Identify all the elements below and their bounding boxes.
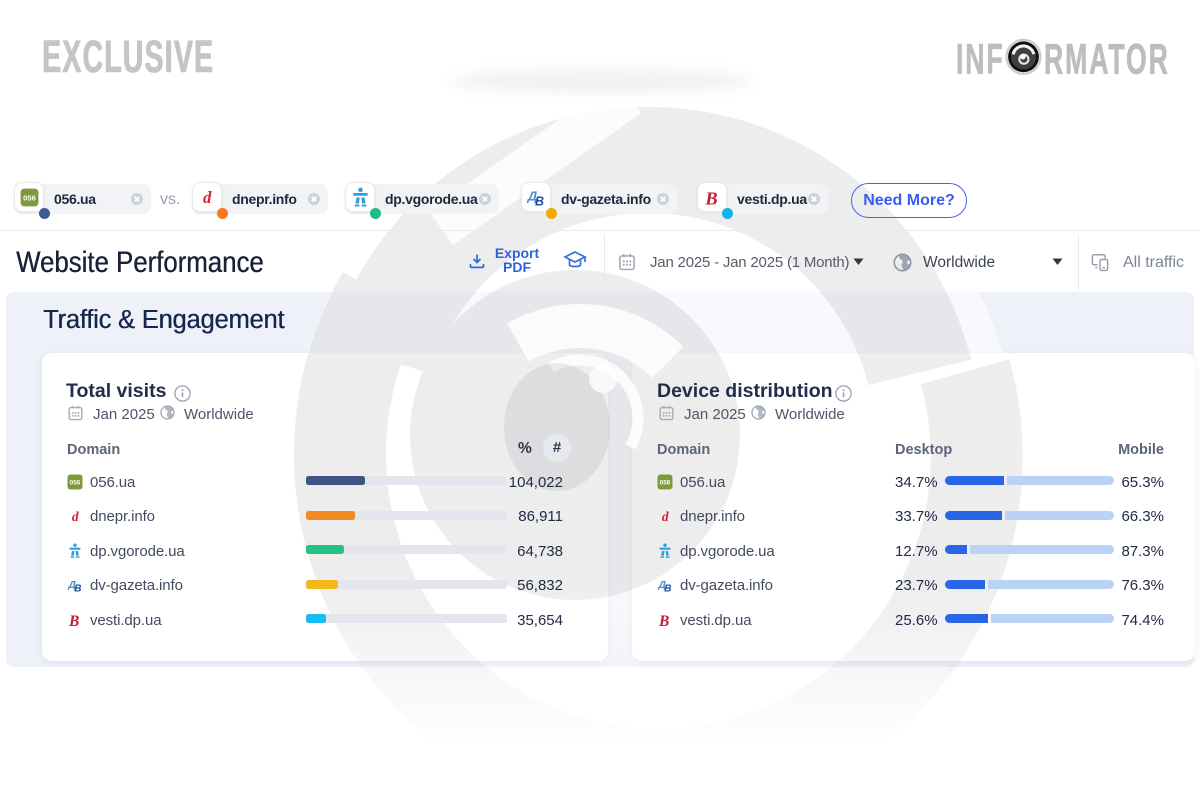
- svg-text:056: 056: [660, 480, 671, 487]
- svg-text:B: B: [658, 613, 669, 628]
- svg-text:INF: INF: [956, 36, 1005, 80]
- svg-text:B: B: [704, 188, 717, 207]
- svg-text:056: 056: [23, 193, 36, 202]
- svg-text:d: d: [72, 509, 79, 524]
- svg-text:RMATOR: RMATOR: [1044, 36, 1170, 80]
- svg-text:B: B: [74, 584, 81, 593]
- svg-text:Д: Д: [67, 579, 76, 591]
- svg-text:B: B: [68, 613, 79, 628]
- svg-text:d: d: [203, 188, 212, 207]
- svg-text:056: 056: [70, 480, 81, 487]
- svg-text:B: B: [664, 584, 671, 593]
- svg-text:d: d: [662, 509, 669, 524]
- svg-text:B: B: [535, 194, 544, 207]
